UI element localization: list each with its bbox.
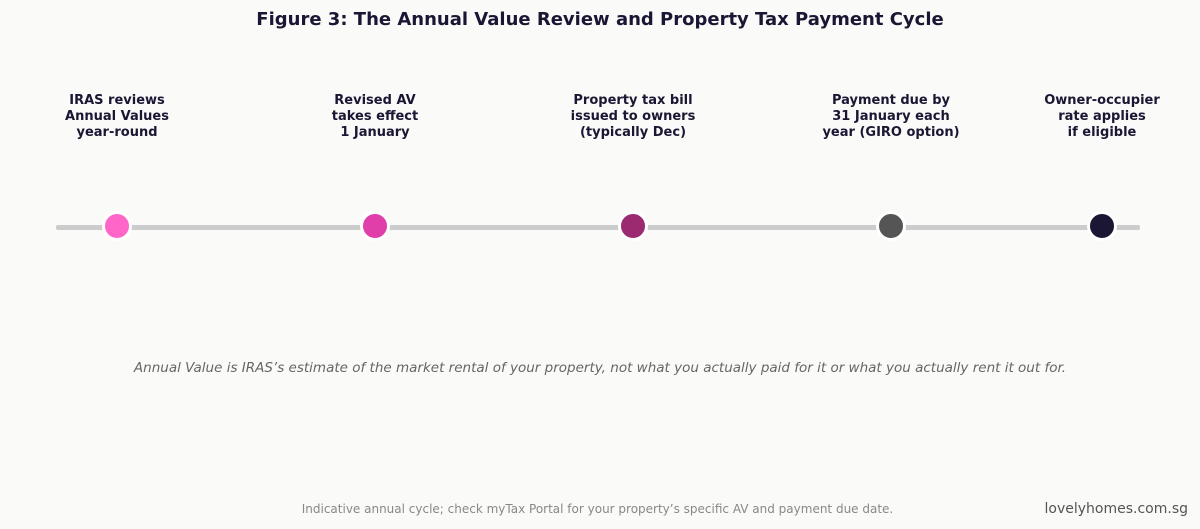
annual-value-note: Annual Value is IRAS’s estimate of the m… — [133, 360, 1067, 376]
step-1-marker — [102, 211, 132, 241]
step-3-label: Property tax bill issued to owners (typi… — [570, 93, 696, 140]
step-4-marker — [876, 211, 906, 241]
footnote: Indicative annual cycle; check myTax Por… — [301, 502, 894, 516]
figure-title: Figure 3: The Annual Value Review and Pr… — [256, 9, 944, 30]
step-2-label: Revised AV takes effect 1 January — [331, 93, 419, 140]
step-3-marker — [618, 211, 648, 241]
timeline-line — [56, 225, 1140, 230]
step-2-marker — [360, 211, 390, 241]
step-5-marker — [1087, 211, 1117, 241]
step-1-label: IRAS reviews Annual Values year-round — [65, 93, 169, 140]
brand-watermark: lovelyhomes.com.sg — [1044, 501, 1189, 517]
step-5-label: Owner-occupier rate applies if eligible — [1044, 93, 1160, 140]
step-4-label: Payment due by 31 January each year (GIR… — [822, 93, 960, 140]
